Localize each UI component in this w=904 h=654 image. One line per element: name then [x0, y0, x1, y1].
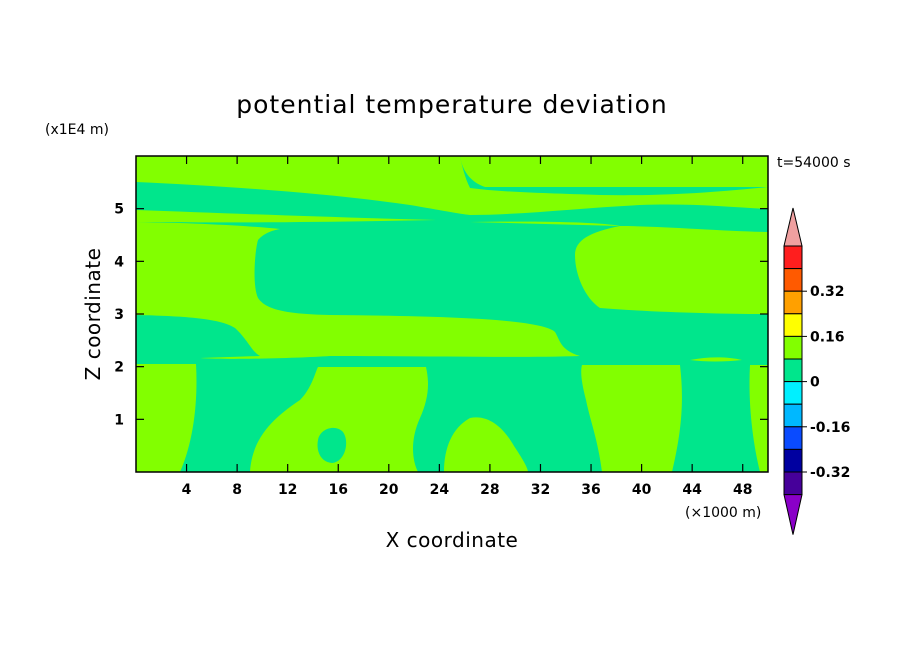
y-unit-label: (x1E4 m)	[45, 122, 109, 138]
x-tick-label: 20	[379, 482, 399, 498]
x-tick-label: 32	[531, 482, 550, 498]
colorbar-bin	[783, 448, 803, 473]
positive-region-upper-band	[136, 156, 768, 215]
colorbar-bin	[783, 335, 803, 360]
colorbar-bin	[783, 313, 803, 337]
y-tick-label: 5	[114, 202, 124, 218]
colorbar-bin	[783, 426, 803, 450]
x-tick-label: 28	[480, 482, 499, 498]
colorbar-top-triangle	[783, 207, 803, 247]
x-tick-label: 40	[632, 482, 652, 498]
colorbar-bin	[783, 381, 803, 405]
x-tick-label: 24	[430, 482, 450, 498]
colorbar-label: -0.32	[810, 465, 850, 481]
colorbar: 0.32 0.16 0 -0.16 -0.32	[783, 207, 850, 535]
x-tick-label: 44	[682, 482, 702, 498]
y-axis: 1 2 3 4 5	[114, 202, 768, 428]
chart-title: potential temperature deviation	[236, 90, 667, 119]
contour-field	[136, 156, 768, 472]
colorbar-bin	[783, 471, 803, 496]
x-tick-label: 12	[278, 482, 297, 498]
positive-region-bottom-edge	[749, 365, 768, 472]
x-unit-label: (×1000 m)	[685, 505, 761, 521]
negative-bubble-center	[317, 427, 347, 463]
x-tick-label: 36	[581, 482, 600, 498]
colorbar-bin	[783, 268, 803, 292]
y-tick-label: 1	[114, 412, 124, 428]
positive-region-middle-band	[136, 222, 580, 359]
y-tick-label: 2	[114, 360, 124, 376]
colorbar-bin	[783, 403, 803, 428]
colorbar-label: -0.16	[810, 420, 850, 436]
x-tick-label: 8	[232, 482, 242, 498]
x-axis: 4 8 12 16 20 24 28 32 36 40 44 48	[182, 156, 752, 498]
x-tick-label: 16	[328, 482, 347, 498]
colorbar-bin	[783, 290, 803, 315]
colorbar-bin	[783, 245, 803, 270]
x-axis-label: X coordinate	[386, 528, 519, 552]
y-tick-label: 4	[114, 254, 124, 270]
x-tick-label: 48	[733, 482, 752, 498]
colorbar-label: 0	[810, 375, 820, 391]
colorbar-bottom-triangle	[783, 494, 803, 535]
time-label: t=54000 s	[777, 155, 851, 171]
positive-region-sliver	[690, 357, 742, 362]
positive-region-bottom-left	[136, 364, 197, 472]
y-axis-label: Z coordinate	[81, 248, 105, 381]
positive-region-bottom-right	[581, 365, 682, 472]
positive-region-left-upper	[136, 210, 768, 314]
y-tick-label: 3	[114, 307, 124, 323]
x-tick-label: 4	[182, 482, 192, 498]
positive-region-bottom-center	[250, 367, 428, 472]
colorbar-label: 0.16	[810, 329, 845, 345]
positive-region-top	[136, 156, 768, 187]
colorbar-label: 0.32	[810, 284, 845, 300]
colorbar-bin	[783, 358, 803, 383]
positive-region-bottom-blob	[444, 417, 528, 472]
